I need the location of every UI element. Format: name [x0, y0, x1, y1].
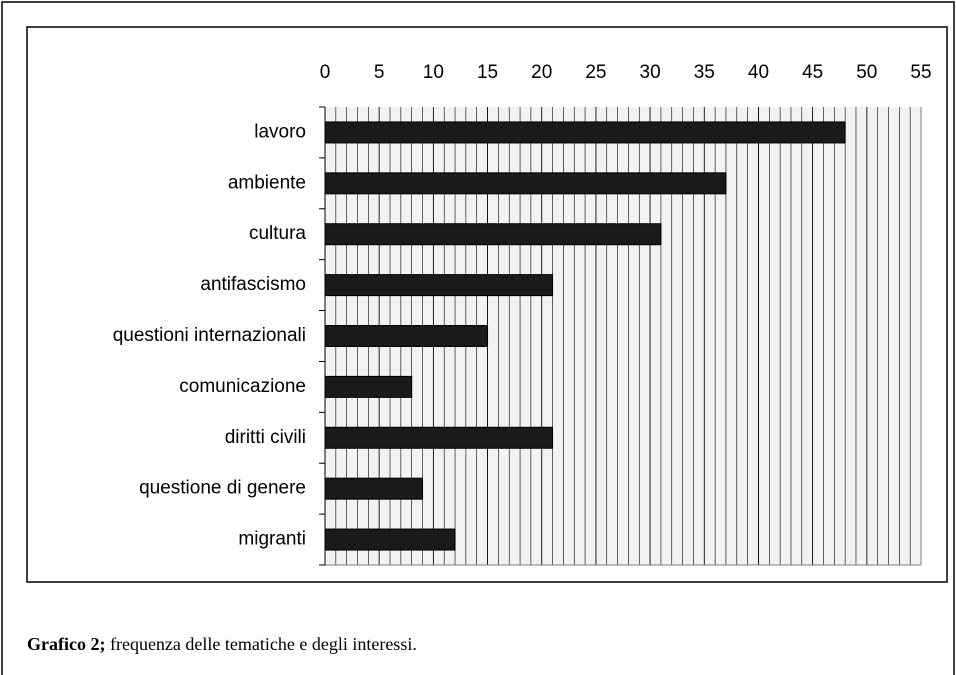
bar: [324, 426, 554, 449]
x-tick-label: 20: [531, 62, 552, 83]
x-tick-label: 30: [640, 62, 661, 83]
bar: [324, 172, 727, 195]
bar: [324, 477, 424, 500]
y-tick-label: comunicazione: [179, 376, 306, 397]
y-tick-label: questioni internazionali: [113, 325, 306, 346]
caption-text: frequenza delle tematiche e degli intere…: [110, 634, 417, 654]
bar: [324, 274, 554, 297]
x-tick-label: 10: [423, 62, 444, 83]
bar: [324, 375, 413, 398]
x-tick-label: 5: [374, 62, 385, 83]
x-tick-label: 50: [856, 62, 877, 83]
y-tick-label: migranti: [238, 529, 306, 550]
x-tick-label: 0: [320, 62, 331, 83]
x-tick-label: 40: [748, 62, 769, 83]
x-tick-label: 35: [694, 62, 715, 83]
bar: [324, 121, 846, 144]
bar: [324, 223, 662, 246]
y-tick-label: diritti civili: [225, 427, 306, 448]
y-tick-label: cultura: [249, 223, 306, 244]
bar: [324, 325, 489, 347]
caption-label: Grafico 2;: [27, 634, 105, 654]
x-tick-label: 15: [477, 62, 498, 83]
bar: [324, 528, 456, 551]
y-tick-label: lavoro: [254, 121, 306, 142]
y-tick-label: antifascismo: [200, 274, 306, 295]
x-tick-label: 55: [910, 62, 931, 83]
x-tick-label: 45: [802, 62, 823, 83]
x-tick-label: 25: [585, 62, 606, 83]
y-tick-label: questione di genere: [139, 478, 306, 499]
caption: Grafico 2; frequenza delle tematiche e d…: [27, 634, 417, 654]
y-tick-label: ambiente: [228, 172, 306, 193]
